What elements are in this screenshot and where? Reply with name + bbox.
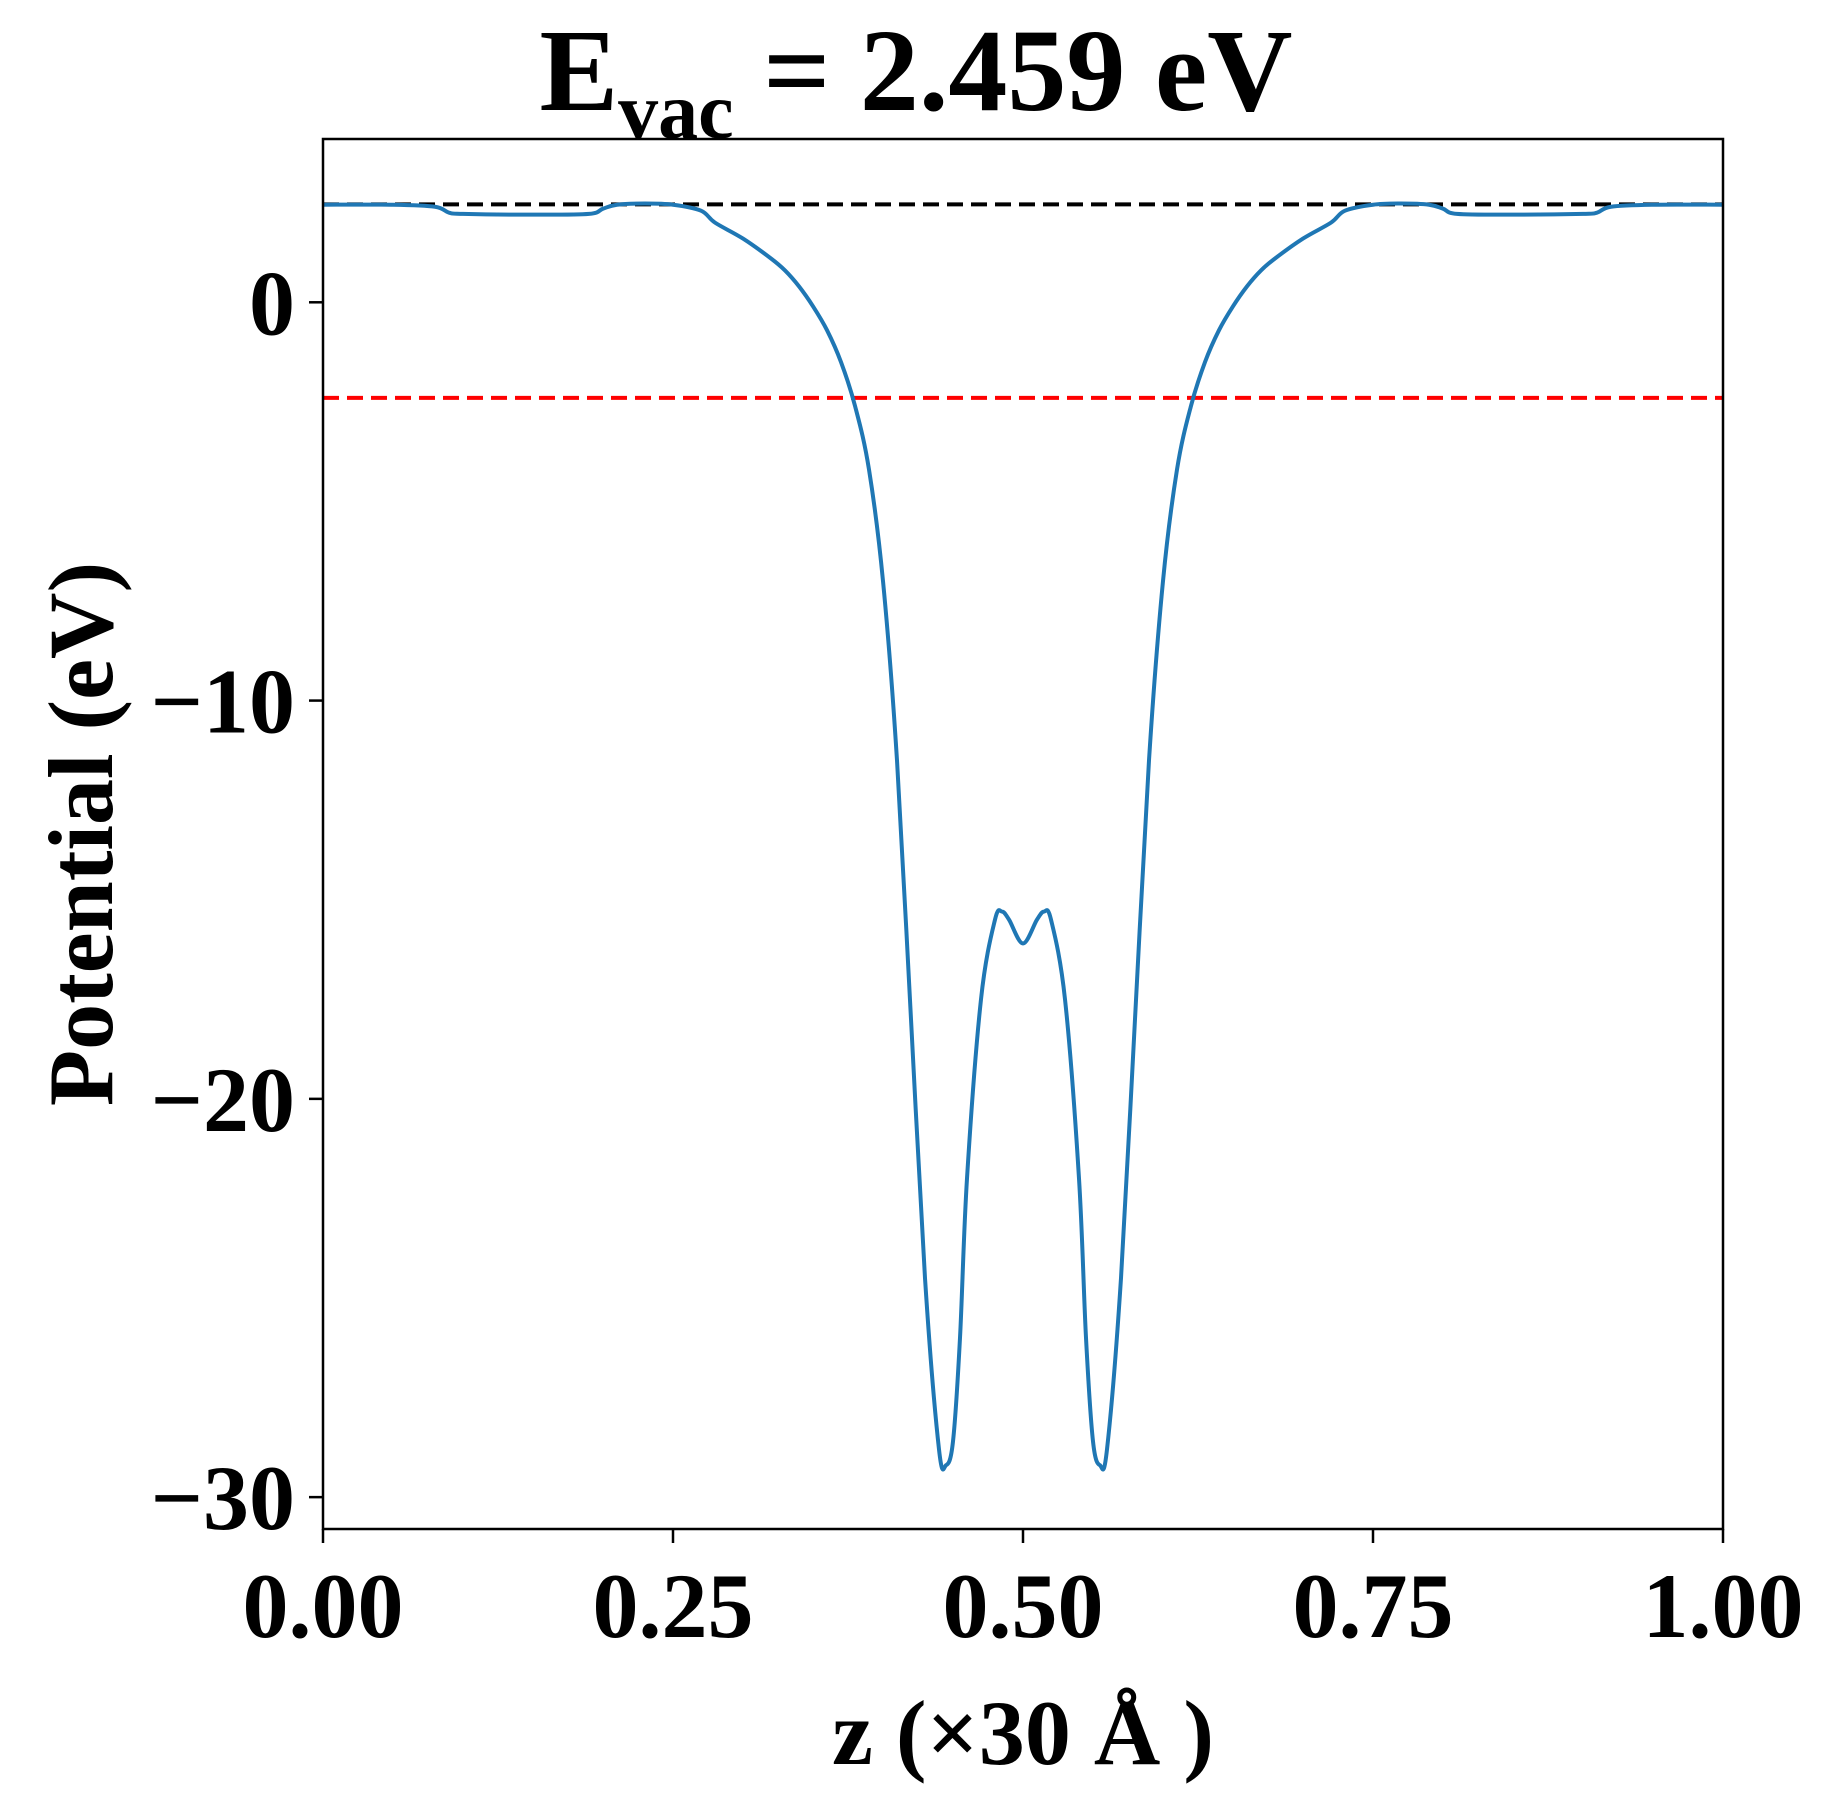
y-axis-ticks: 0 −10 −20 −30 — [151, 252, 323, 1549]
x-tick-label: 0.50 — [943, 1555, 1104, 1657]
reference-lines — [323, 202, 1723, 400]
series-layer — [322, 201, 1724, 1472]
y-tick-label: −20 — [151, 1049, 295, 1151]
chart-title: Evac = 2.459 eV — [539, 5, 1292, 156]
x-tick-label: 1.00 — [1643, 1555, 1804, 1657]
y-axis-label: Potential (eV) — [30, 562, 132, 1106]
x-axis-ticks: 0.00 0.25 0.50 0.75 1.00 — [243, 1529, 1804, 1657]
title-subscript: vac — [618, 68, 734, 156]
x-tick-label: 0.75 — [1293, 1555, 1454, 1657]
y-tick-label: −10 — [151, 651, 295, 753]
y-tick-label: 0 — [249, 252, 295, 354]
title-main: E — [539, 5, 618, 136]
y-tick-label: −30 — [151, 1447, 295, 1549]
series-line-0 — [322, 201, 1724, 1472]
x-axis-label: z (×30 Å ) — [832, 1682, 1214, 1784]
x-tick-label: 0.25 — [593, 1555, 754, 1657]
title-rest: = 2.459 eV — [734, 5, 1293, 136]
plot-frame — [321, 137, 1725, 1531]
x-tick-label: 0.00 — [243, 1555, 404, 1657]
